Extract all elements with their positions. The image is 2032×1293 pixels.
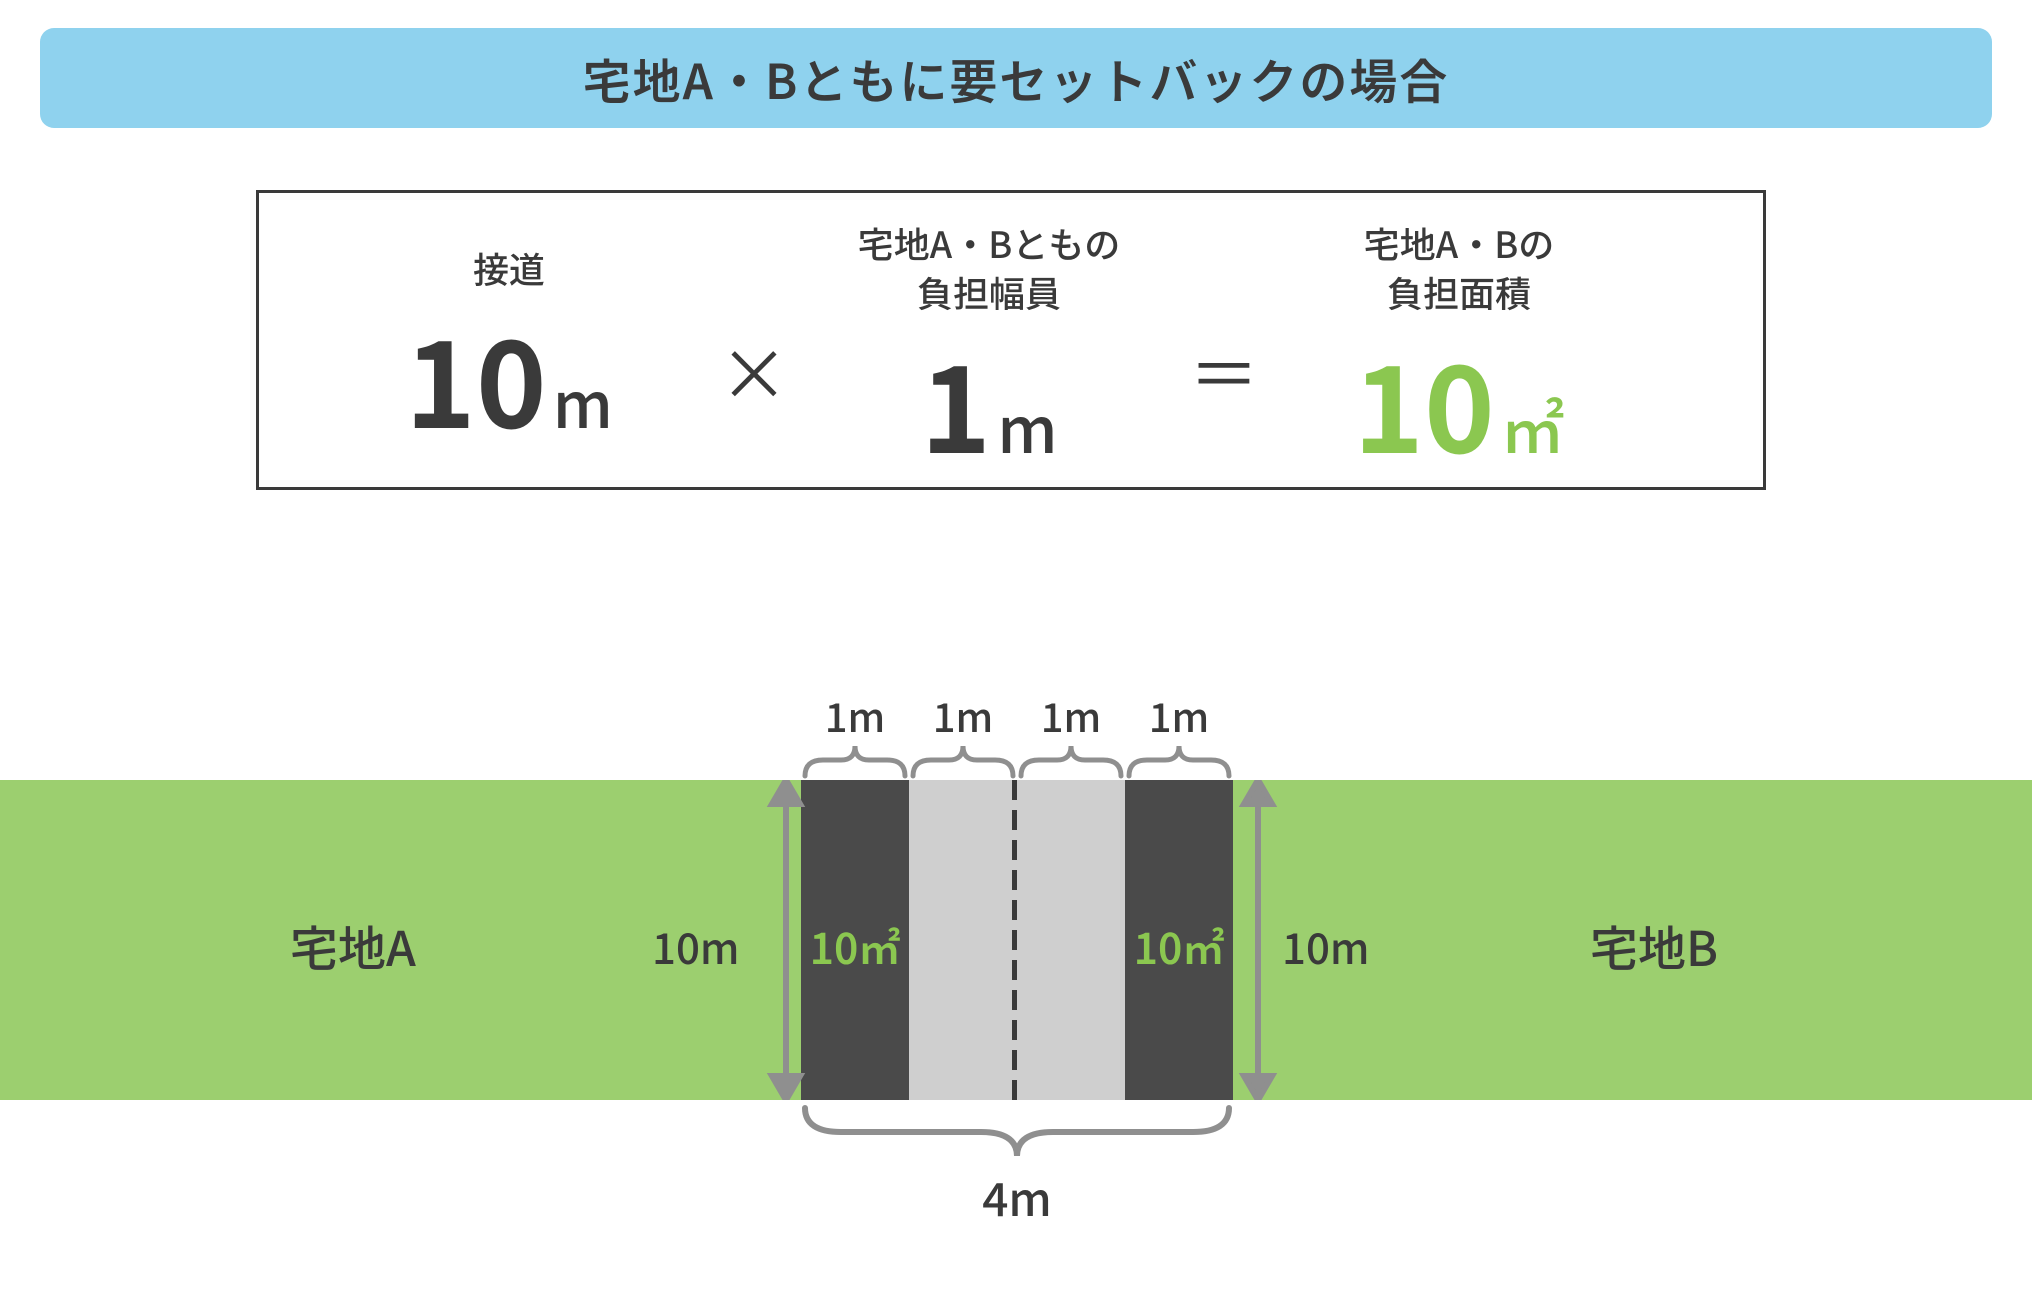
formula-op-equals: ＝ xyxy=(1169,223,1279,517)
bottom-bracket xyxy=(801,1104,1233,1160)
land-b-label: 宅地B xyxy=(1590,910,1718,980)
formula-label-frontage: 接道 xyxy=(473,244,545,293)
dim-1m-c: 1m xyxy=(1017,686,1125,744)
formula-col-area: 宅地A・Bの 負担面積 10 ㎡ xyxy=(1279,193,1639,487)
formula-op-multiply: × xyxy=(699,223,809,517)
land-a-label: 宅地A xyxy=(290,910,416,980)
setback-a-area-label: 10㎡ xyxy=(799,916,911,977)
formula-col-frontage: 接道 10 m xyxy=(319,193,699,487)
height-arrow-right xyxy=(1238,780,1278,1100)
title-text: 宅地A・Bともに要セットバックの場合 xyxy=(583,43,1450,113)
dim-1m-a: 1m xyxy=(801,686,909,744)
land-strip: 宅地A 宅地B 10㎡ 10㎡ 10m 10m xyxy=(0,780,2032,1100)
title-bar: 宅地A・Bともに要セットバックの場合 xyxy=(40,28,1992,128)
formula-value-frontage: 10 m xyxy=(405,316,613,436)
height-label-left: 10m xyxy=(652,916,740,977)
setback-b-area-label: 10㎡ xyxy=(1123,916,1235,977)
dim-1m-d: 1m xyxy=(1125,686,1233,744)
top-brackets xyxy=(801,738,1233,780)
formula-box: 接道 10 m × 宅地A・Bともの 負担幅員 1 m ＝ 宅地A・Bの 負担面… xyxy=(256,190,1766,490)
height-label-right: 10m xyxy=(1282,916,1370,977)
height-arrow-left xyxy=(766,780,806,1100)
formula-label-area: 宅地A・Bの 負担面積 xyxy=(1364,219,1554,316)
road-right xyxy=(1017,780,1125,1100)
formula-label-width: 宅地A・Bともの 負担幅員 xyxy=(858,219,1120,316)
bottom-dim-4m: 4m xyxy=(801,1164,1233,1230)
formula-value-width: 1 m xyxy=(920,341,1057,461)
formula-value-area: 10 ㎡ xyxy=(1353,341,1565,461)
formula-col-width: 宅地A・Bともの 負担幅員 1 m xyxy=(809,193,1169,487)
road-left xyxy=(909,780,1017,1100)
dim-1m-b: 1m xyxy=(909,686,1017,744)
